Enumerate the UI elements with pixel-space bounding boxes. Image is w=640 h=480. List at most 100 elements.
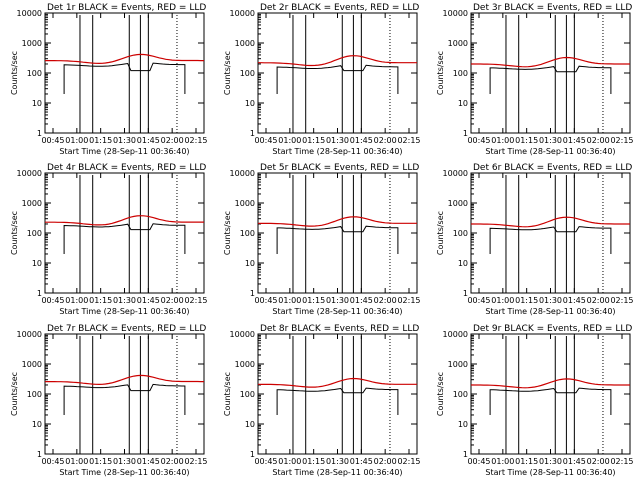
x-tick-label: 01:15 <box>515 136 538 145</box>
x-tick-label: 02:00 <box>587 457 610 466</box>
x-tick-label: 01:15 <box>89 136 112 145</box>
x-tick-label: 02:00 <box>374 457 397 466</box>
lld-series-line <box>471 56 630 68</box>
y-tick-label: 10000 <box>17 169 42 178</box>
x-tick-label: 01:00 <box>278 457 301 466</box>
plot-frame <box>257 12 418 134</box>
plot-frame <box>44 333 205 455</box>
x-tick-label: 01:00 <box>491 457 514 466</box>
y-tick-label: 1000 <box>235 360 255 369</box>
y-tick-label: 1000 <box>22 199 42 208</box>
x-tick-label: 02:15 <box>397 457 420 466</box>
plot-frame <box>44 172 205 294</box>
y-tick-label: 1 <box>37 129 42 138</box>
x-tick-label: 01:15 <box>515 296 538 305</box>
events-series-line <box>63 62 186 94</box>
x-tick-label: 02:00 <box>161 457 184 466</box>
y-tick-label: 10000 <box>230 9 255 18</box>
events-series-line <box>276 387 399 415</box>
chart-title: Det 9r BLACK = Events, RED = LLD <box>473 324 632 334</box>
x-tick-label: 00:45 <box>41 296 64 305</box>
x-tick-label: 01:30 <box>113 136 136 145</box>
y-tick-label: 1000 <box>448 360 468 369</box>
plot-frame <box>470 333 631 455</box>
x-tick-label: 01:45 <box>563 136 586 145</box>
x-tick-label: 00:45 <box>254 136 277 145</box>
y-tick-label: 10 <box>32 259 42 268</box>
y-axis-label: Counts/sec <box>10 51 19 95</box>
x-tick-label: 00:45 <box>41 457 64 466</box>
x-tick-label: 02:00 <box>161 136 184 145</box>
x-tick-label: 00:45 <box>467 457 490 466</box>
y-axis-label: Counts/sec <box>223 372 232 416</box>
x-tick-label: 01:00 <box>491 136 514 145</box>
plot-frame <box>470 172 631 294</box>
x-tick-label: 02:15 <box>610 457 633 466</box>
x-tick-label: 00:45 <box>254 457 277 466</box>
y-tick-label: 1000 <box>448 39 468 48</box>
x-tick-label: 01:30 <box>326 457 349 466</box>
y-axis-label: Counts/sec <box>436 372 445 416</box>
events-series-line <box>489 65 612 94</box>
y-tick-label: 1000 <box>235 39 255 48</box>
x-tick-label: 01:15 <box>302 136 325 145</box>
x-tick-label: 01:45 <box>350 136 373 145</box>
y-tick-label: 10000 <box>17 9 42 18</box>
y-tick-label: 10000 <box>443 9 468 18</box>
x-tick-label: 01:45 <box>350 457 373 466</box>
x-tick-label: 01:15 <box>302 457 325 466</box>
y-tick-label: 1 <box>463 129 468 138</box>
x-tick-label: 02:15 <box>397 296 420 305</box>
y-axis-label: Counts/sec <box>10 372 19 416</box>
x-tick-label: 02:00 <box>374 296 397 305</box>
y-tick-label: 1 <box>250 450 255 459</box>
x-tick-label: 01:45 <box>137 457 160 466</box>
events-series-line <box>276 64 399 94</box>
chart-title: Det 4r BLACK = Events, RED = LLD <box>47 163 206 173</box>
y-tick-label: 10 <box>32 99 42 108</box>
x-axis-label: Start Time (28-Sep-11 00:36:40) <box>59 307 189 316</box>
y-tick-label: 10 <box>245 420 255 429</box>
x-tick-label: 02:15 <box>184 136 207 145</box>
chart-title: Det 2r BLACK = Events, RED = LLD <box>260 3 419 13</box>
lld-series-line <box>45 374 204 386</box>
x-tick-label: 02:15 <box>610 296 633 305</box>
x-tick-label: 02:00 <box>587 296 610 305</box>
y-tick-label: 100 <box>453 69 468 78</box>
y-tick-label: 1 <box>463 450 468 459</box>
y-tick-label: 1 <box>463 289 468 298</box>
events-series-line <box>63 383 186 415</box>
y-axis-label: Counts/sec <box>436 51 445 95</box>
plot-frame <box>257 172 418 294</box>
y-tick-label: 100 <box>453 390 468 399</box>
y-tick-label: 100 <box>27 69 42 78</box>
y-tick-label: 10 <box>245 259 255 268</box>
y-tick-label: 100 <box>240 69 255 78</box>
x-tick-label: 01:45 <box>137 296 160 305</box>
chart-title: Det 8r BLACK = Events, RED = LLD <box>260 324 419 334</box>
events-series-line <box>276 225 399 254</box>
y-tick-label: 10 <box>458 259 468 268</box>
x-tick-label: 00:45 <box>41 136 64 145</box>
events-series-line <box>63 223 186 254</box>
y-tick-label: 10 <box>32 420 42 429</box>
x-tick-label: 02:15 <box>184 457 207 466</box>
y-tick-label: 1000 <box>235 199 255 208</box>
chart-title: Det 6r BLACK = Events, RED = LLD <box>473 163 632 173</box>
lld-series-line <box>45 215 204 226</box>
plot-frame <box>257 333 418 455</box>
y-tick-label: 100 <box>240 229 255 238</box>
events-series-line <box>489 387 612 415</box>
y-axis-label: Counts/sec <box>223 211 232 255</box>
x-tick-label: 01:00 <box>491 296 514 305</box>
y-tick-label: 100 <box>240 390 255 399</box>
x-tick-label: 01:00 <box>65 457 88 466</box>
x-axis-label: Start Time (28-Sep-11 00:36:40) <box>485 468 615 477</box>
x-axis-label: Start Time (28-Sep-11 00:36:40) <box>272 147 402 156</box>
x-tick-label: 00:45 <box>467 136 490 145</box>
y-tick-label: 100 <box>27 390 42 399</box>
x-tick-label: 01:30 <box>326 136 349 145</box>
y-tick-label: 100 <box>27 229 42 238</box>
